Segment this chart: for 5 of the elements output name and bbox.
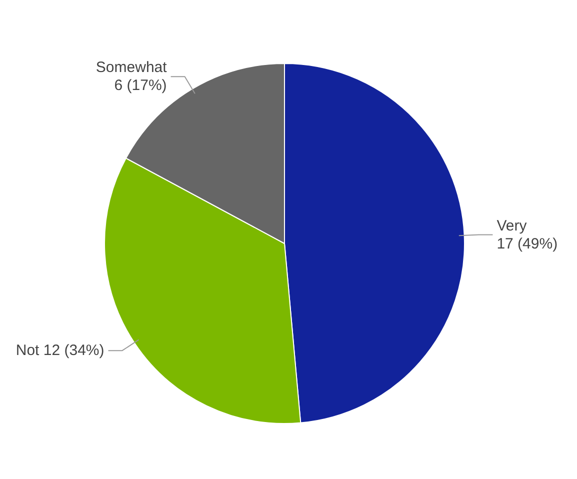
data-label: 6 (17%) [114, 77, 167, 94]
slice-label: Very [496, 217, 528, 234]
slice-label: Not 12 (34%) [16, 342, 104, 360]
data-label: 17 (49%) [496, 235, 558, 252]
slice-label: Somewhat [96, 59, 168, 76]
